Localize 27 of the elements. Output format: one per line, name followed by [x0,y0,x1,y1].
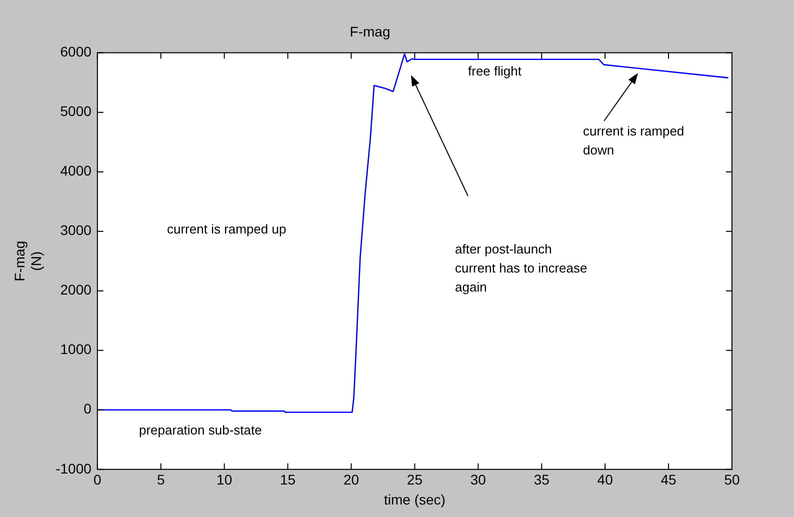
x-tick-label: 5 [156,472,165,488]
annotation: preparation sub-state [139,422,262,438]
y-axis-title: F-mag (N) [11,240,44,282]
y-tick-label: -1000 [56,460,92,476]
x-tick-label: 30 [470,472,486,488]
x-tick-label: 15 [280,472,296,488]
annotation: current is ramped up [167,222,286,237]
x-tick-label: 40 [597,472,614,488]
x-tick-label: 50 [724,472,740,488]
y-tick-label: 6000 [60,44,92,60]
y-tick-label: 3000 [60,222,92,238]
x-tick-label: 10 [216,472,232,488]
x-tick-label: 25 [406,472,423,488]
x-tick-label: 35 [534,472,550,488]
x-tick-label: 45 [660,472,677,488]
annotation: current is ramped down [583,124,684,158]
x-tick-label: 20 [343,472,360,488]
y-tick-label: 0 [84,400,92,417]
y-tick-label: 1000 [60,341,92,358]
y-tick-label: 2000 [60,282,92,298]
annotation: free flight [468,64,522,79]
x-tick-label: 0 [94,472,102,488]
chart-title: F-mag [350,23,390,40]
y-tick-label: 5000 [60,103,92,120]
x-axis-title: time (sec) [384,491,446,508]
annotation: after post-launch current has to increase again [455,242,588,295]
y-tick-label: 4000 [60,162,92,179]
